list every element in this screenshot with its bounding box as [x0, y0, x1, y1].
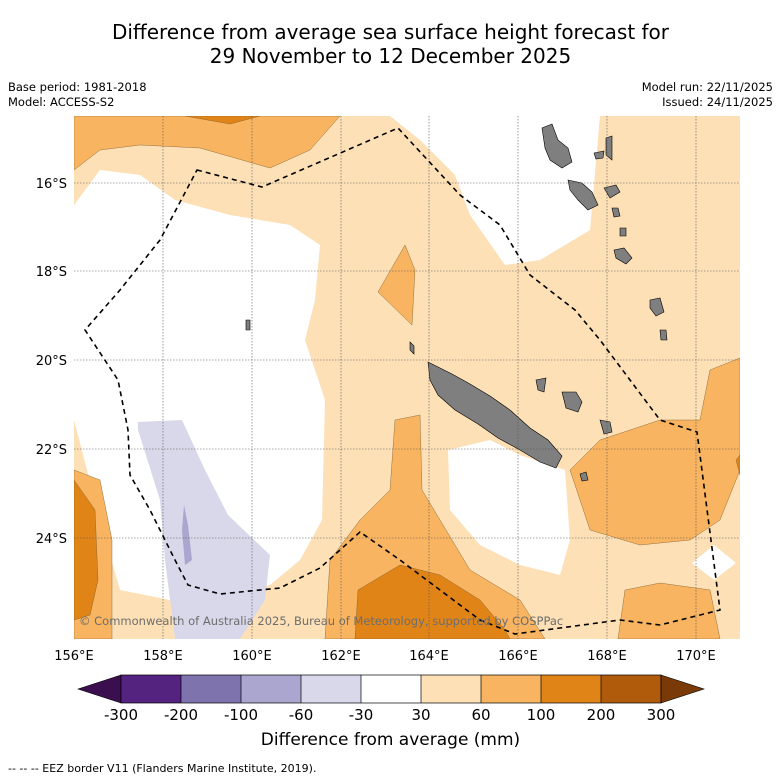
colorbar-swatch [181, 675, 241, 703]
meta-right: Model run: 22/11/2025 Issued: 24/11/2025 [642, 80, 773, 110]
lon-tick: 166°E [498, 649, 538, 664]
lat-tick: 18°S [36, 265, 67, 280]
colorbar-tick: 300 [647, 706, 676, 724]
negative-anomaly-core [182, 505, 192, 565]
colorbar-swatch [361, 675, 421, 703]
strong-anomaly-east-edge [735, 454, 740, 476]
colorbar-max-arrow [660, 674, 705, 704]
lat-tick: 24°S [36, 532, 67, 547]
colorbar-swatch [601, 675, 661, 703]
eez-border [83, 127, 721, 635]
lat-tick: 22°S [36, 443, 67, 458]
lat-tick: 20°S [36, 354, 67, 369]
colorbar-min-arrow [77, 674, 122, 704]
model-name: Model: ACCESS-S2 [8, 95, 115, 109]
positive-anomaly-north [74, 116, 341, 171]
colorbar-swatch [541, 675, 601, 703]
positive-anomaly-east [569, 357, 740, 546]
issued-date: Issued: 24/11/2025 [662, 95, 773, 109]
colorbar: -300 -200 -100 -60 -30 30 60 100 200 300 [77, 674, 705, 724]
lon-gridlines [162, 116, 697, 639]
positive-anomaly-mid [377, 244, 416, 326]
colorbar-tick: -300 [104, 706, 138, 724]
strong-anomaly-south [354, 564, 511, 639]
colorbar-swatch [241, 675, 301, 703]
lat-tick: 16°S [36, 177, 67, 192]
lon-tick: 158°E [143, 649, 183, 664]
lon-tick: 162°E [321, 649, 361, 664]
colorbar-tick: -200 [164, 706, 198, 724]
lon-tick: 164°E [409, 649, 449, 664]
land-vanuatu [541, 123, 668, 341]
model-run: Model run: 22/11/2025 [641, 80, 773, 94]
colorbar-tick: -100 [224, 706, 258, 724]
lon-tick: 160°E [232, 649, 272, 664]
lon-tick: 156°E [54, 649, 94, 664]
copyright-credit: © Commonwealth of Australia 2025, Bureau… [79, 614, 564, 628]
title-line-1: Difference from average sea surface heig… [111, 20, 670, 44]
colorbar-tick: 30 [411, 706, 430, 724]
colorbar-tick: -30 [349, 706, 374, 724]
neutral-zone-edge [74, 293, 120, 325]
lat-gridlines [74, 182, 740, 539]
colorbar-swatch [421, 675, 481, 703]
title-line-2: 29 November to 12 December 2025 [209, 44, 572, 68]
base-period: Base period: 1981-2018 [8, 80, 147, 94]
colorbar-tick: -60 [289, 706, 314, 724]
lon-tick: 168°E [587, 649, 627, 664]
strong-anomaly-west [74, 479, 99, 621]
neutral-zone-west [74, 170, 325, 600]
neutral-zone-small [692, 545, 736, 580]
colorbar-swatch [481, 675, 541, 703]
neutral-zone-center [448, 440, 570, 575]
strong-anomaly-north [184, 116, 261, 125]
lon-tick: 170°E [676, 649, 716, 664]
colorbar-tick: 200 [587, 706, 616, 724]
axis-labels: 156°E 158°E 160°E 162°E 164°E 166°E 168°… [36, 177, 716, 664]
map-area [74, 116, 740, 639]
colorbar-label: Difference from average (mm) [260, 730, 521, 750]
land-new-caledonia [245, 319, 613, 482]
colorbar-tick: 100 [527, 706, 556, 724]
eez-footnote: -- -- -- EEZ border V11 (Flanders Marine… [8, 762, 317, 775]
meta-left: Base period: 1981-2018 Model: ACCESS-S2 [8, 80, 147, 110]
colorbar-tick: 60 [471, 706, 490, 724]
positive-anomaly-southeast [617, 582, 721, 639]
colorbar-swatch [301, 675, 361, 703]
chart-title: Difference from average sea surface heig… [0, 20, 781, 68]
colorbar-swatch [121, 675, 181, 703]
negative-anomaly-patch [138, 420, 270, 639]
